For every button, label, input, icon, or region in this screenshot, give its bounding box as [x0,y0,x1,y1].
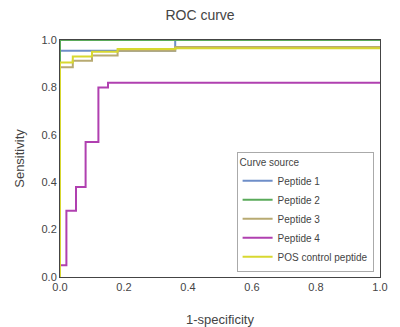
svg-text:POS control peptide: POS control peptide [278,252,368,263]
svg-text:Peptide 4: Peptide 4 [278,233,321,244]
svg-text:0.2: 0.2 [42,223,57,235]
svg-text:ROC curve: ROC curve [165,7,234,23]
svg-text:Peptide 3: Peptide 3 [278,214,321,225]
svg-text:0.4: 0.4 [42,176,57,188]
svg-text:0.8: 0.8 [308,281,323,293]
svg-text:1-specificity: 1-specificity [186,312,254,327]
svg-text:0.8: 0.8 [42,81,57,93]
svg-text:1.0: 1.0 [372,281,387,293]
svg-text:0.0: 0.0 [52,281,67,293]
svg-text:Curve source: Curve source [240,157,300,168]
svg-text:1.0: 1.0 [42,34,57,46]
svg-text:0.0: 0.0 [42,271,57,283]
svg-text:0.4: 0.4 [180,281,195,293]
svg-text:0.2: 0.2 [116,281,131,293]
svg-text:Peptide 2: Peptide 2 [278,195,321,206]
svg-text:Peptide 1: Peptide 1 [278,176,321,187]
svg-text:Sensitivity: Sensitivity [12,129,27,188]
svg-text:0.6: 0.6 [244,281,259,293]
svg-text:0.6: 0.6 [42,129,57,141]
